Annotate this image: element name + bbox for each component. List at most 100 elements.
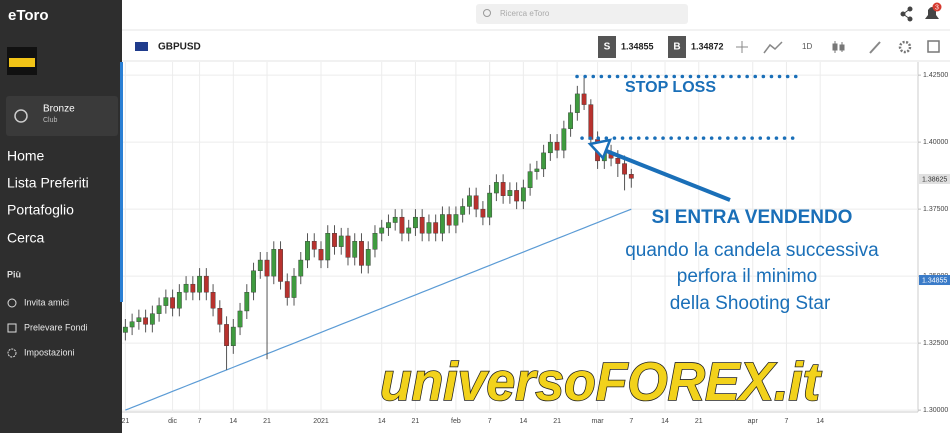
arrow-head	[587, 138, 612, 161]
candle-body	[581, 93, 587, 105]
sell-price: 1.34855	[621, 41, 654, 51]
x-tick-label: 14	[816, 418, 824, 425]
interval[interactable]: 1D	[802, 42, 812, 51]
link-icon	[7, 348, 17, 358]
candle-body	[514, 190, 520, 202]
side-link[interactable]: Invita amici	[24, 297, 69, 307]
candle-body	[143, 317, 149, 325]
x-tick-label: apr	[748, 418, 759, 425]
flag-icon	[135, 42, 148, 51]
candle-body	[541, 152, 547, 170]
watermark: universoFOREX.it	[380, 352, 822, 412]
candle-body	[230, 326, 236, 347]
candle-body	[170, 297, 175, 309]
candle-body	[500, 182, 506, 196]
x-tick-label: mar	[592, 418, 605, 425]
candle-body	[419, 216, 425, 234]
candle-body	[574, 93, 580, 113]
panel-edge	[120, 62, 123, 302]
account-card[interactable]	[6, 96, 118, 136]
crosshair-icon[interactable]	[736, 41, 748, 53]
sell-label: S	[604, 42, 611, 53]
x-tick-label: 2021	[313, 418, 329, 425]
candle-body	[264, 259, 270, 277]
candle-body	[440, 214, 445, 234]
candle-body	[426, 222, 432, 234]
sell-button[interactable]	[598, 36, 616, 58]
x-tick-label: 7	[629, 418, 633, 425]
chart-type-icon[interactable]	[763, 41, 783, 54]
candle-body	[628, 174, 634, 179]
candle-body	[244, 292, 250, 312]
annotation-line: perfora il minimo	[677, 266, 817, 287]
candle-body	[453, 214, 459, 226]
candle-body	[547, 141, 553, 154]
candle-body	[129, 321, 135, 328]
candle-body	[284, 281, 290, 298]
y-tick-label: 1.30000	[923, 407, 948, 414]
badge-count: 3	[935, 4, 939, 11]
candle-body	[190, 283, 196, 293]
candle-body	[460, 206, 466, 215]
candle-body	[520, 187, 526, 202]
candle-body	[251, 270, 256, 293]
search-icon	[483, 9, 491, 17]
candle-body	[224, 324, 229, 347]
buy-button[interactable]	[668, 36, 686, 58]
x-tick-label: 21	[121, 418, 129, 425]
candle-body	[568, 112, 573, 129]
price-marker	[919, 275, 950, 286]
x-tick-label: 21	[695, 418, 703, 425]
search-box[interactable]	[476, 4, 688, 24]
x-tick-label: 7	[488, 418, 492, 425]
x-tick-label: 14	[229, 418, 237, 425]
nav-item[interactable]: Cerca	[7, 230, 45, 246]
candle-body	[554, 141, 560, 151]
candle-body	[365, 249, 371, 266]
settings-icon[interactable]	[898, 40, 912, 54]
section-label: Più	[7, 269, 21, 279]
fullscreen-icon[interactable]	[927, 40, 940, 53]
account-icon	[14, 109, 28, 123]
candle-body	[399, 216, 405, 234]
side-link[interactable]: Prelevare Fondi	[24, 322, 88, 332]
candles-icon[interactable]	[832, 41, 845, 53]
candle-body	[156, 305, 162, 314]
account-level: Bronze	[43, 104, 75, 115]
account-tier: Club	[43, 117, 58, 124]
search-placeholder: Ricerca eToro	[500, 9, 550, 18]
candle-body	[298, 259, 304, 277]
candle-body	[210, 292, 216, 309]
price-marker-label: 1.34855	[922, 277, 947, 284]
candle-body	[217, 308, 223, 325]
link-icon	[7, 298, 17, 308]
candle-body	[122, 326, 128, 333]
share-icon[interactable]	[900, 6, 913, 22]
y-tick-label: 1.42500	[923, 72, 948, 79]
candle-body	[136, 317, 142, 322]
candle-body	[534, 168, 540, 172]
candle-body	[305, 241, 310, 261]
candle-body	[446, 214, 452, 226]
x-tick-label: 7	[785, 418, 789, 425]
nav-item[interactable]: Lista Preferiti	[7, 175, 89, 191]
candle-body	[311, 241, 317, 250]
candle-body	[561, 128, 567, 151]
candle-body	[203, 275, 209, 293]
x-tick-label: feb	[451, 418, 461, 425]
nav-item[interactable]: Portafoglio	[7, 202, 74, 218]
x-tick-label: 21	[263, 418, 271, 425]
candle-body	[487, 192, 493, 218]
logo[interactable]: eToro	[8, 7, 49, 24]
candle-body	[527, 171, 533, 188]
x-tick-label: 14	[661, 418, 669, 425]
side-link[interactable]: Impostazioni	[24, 347, 75, 357]
y-tick-label: 1.32500	[923, 340, 948, 347]
candle-body	[493, 182, 499, 194]
candle-body	[318, 249, 324, 261]
moving-average	[125, 208, 632, 411]
nav-item[interactable]: Home	[7, 148, 45, 164]
candle-body	[325, 233, 331, 261]
draw-icon[interactable]	[869, 41, 881, 54]
candle-body	[392, 216, 398, 223]
